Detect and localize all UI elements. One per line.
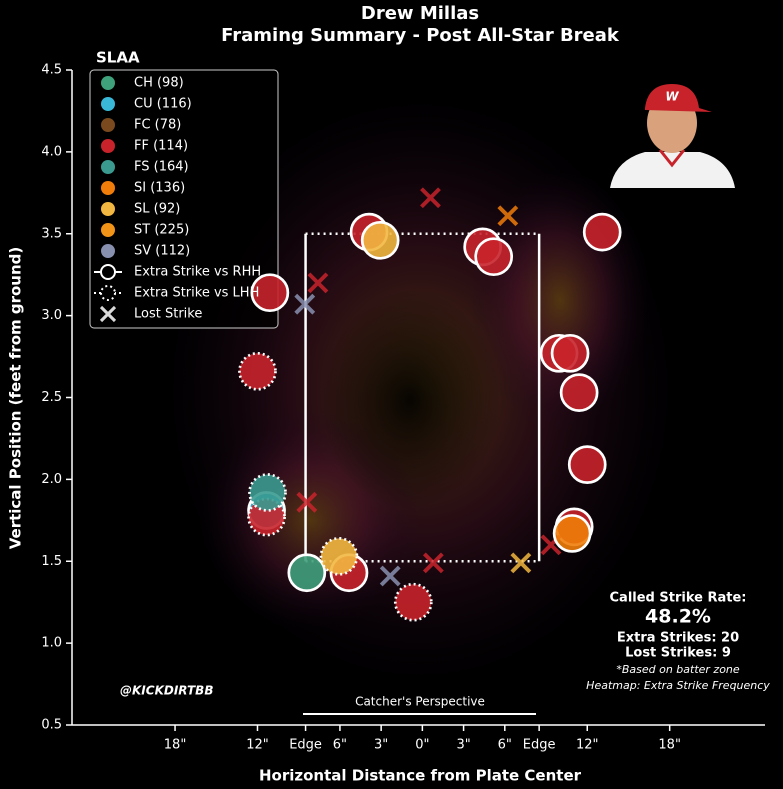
- x-tick-label: Edge: [289, 738, 322, 753]
- legend-label: FS (164): [134, 160, 189, 175]
- legend-swatch: [101, 76, 115, 90]
- cap: [645, 84, 712, 112]
- legend-label: FF (114): [134, 139, 188, 154]
- jersey: [610, 152, 735, 188]
- extra-strike-rhh: [474, 237, 514, 277]
- extra-strike-rhh: [559, 373, 599, 412]
- lost-strike: [99, 305, 117, 323]
- y-tick-label: 3.0: [41, 308, 62, 323]
- x-tick-label: 18": [658, 738, 681, 753]
- y-tick-label: 2.0: [41, 472, 62, 487]
- lost-strike: [422, 552, 444, 574]
- note: *Based on batter zone: [616, 663, 740, 676]
- note: Heatmap: Extra Strike Frequency: [586, 679, 770, 692]
- legend-swatch: [101, 244, 115, 258]
- heat-hole: [320, 290, 500, 510]
- rate-value: 48.2%: [645, 606, 711, 628]
- extra-strike-rhh: [550, 333, 590, 373]
- x-tick-label: 3": [374, 738, 388, 753]
- legend-swatch: [101, 202, 115, 216]
- y-axis-label: Vertical Position (feet from ground): [7, 247, 25, 550]
- collar: [658, 149, 686, 168]
- x-tick-label: Edge: [523, 738, 556, 753]
- y-tick-label: 2.5: [41, 390, 62, 405]
- extra-strike-rhh: [582, 212, 622, 252]
- chart-title: Drew Millas: [361, 3, 479, 24]
- extra-strike-rhh: [250, 273, 290, 313]
- legend-box: [89, 69, 279, 329]
- legend-label: SL (92): [134, 202, 180, 217]
- cap-logo: W: [665, 90, 679, 104]
- legend-label: CU (116): [134, 97, 192, 112]
- lost-strike: [510, 552, 532, 574]
- legend-swatch: [101, 118, 115, 132]
- legend-label: FC (78): [134, 118, 181, 133]
- chart-subtitle: Framing Summary - Post All-Star Break: [221, 25, 620, 46]
- x-tick-label: 3": [456, 738, 470, 753]
- x-tick-label: 18": [164, 738, 187, 753]
- lost-strike: [379, 565, 401, 587]
- x-tick-label: 6": [498, 738, 512, 753]
- y-tick-label: 1.5: [41, 554, 62, 569]
- y-tick-label: 1.0: [41, 636, 62, 651]
- legend-swatch: [100, 264, 116, 280]
- lost-strike: [420, 187, 441, 209]
- x-tick-label: 0": [415, 738, 429, 753]
- legend-label: SV (112): [134, 244, 190, 259]
- legend-swatch: [100, 285, 116, 301]
- rate-label: Called Strike Rate:: [610, 591, 747, 606]
- x-tick-label: 12": [576, 738, 599, 753]
- handle: @KICKDIRTBB: [120, 684, 213, 698]
- legend-label: CH (98): [134, 76, 184, 91]
- points: [238, 187, 622, 622]
- extra-strike-lhh: [319, 536, 359, 576]
- extra-strike-rhh: [552, 514, 592, 553]
- lost-strike: [307, 272, 329, 294]
- y-tick-label: 0.5: [41, 718, 62, 733]
- legend-label: Extra Strike vs RHH: [134, 265, 261, 280]
- x-axis-label: Horizontal Distance from Plate Center: [259, 767, 582, 785]
- extra-strike-lhh: [238, 351, 277, 391]
- extra-strike-rhh: [567, 445, 607, 484]
- legend-swatch: [101, 160, 115, 174]
- lost-strike: [294, 293, 316, 315]
- legend-label: ST (225): [134, 223, 189, 238]
- extra-strike-rhh: [360, 220, 400, 260]
- extra-strike-lhh: [248, 473, 287, 512]
- lost-strike: [296, 491, 318, 513]
- legend-label: Extra Strike vs LHH: [134, 286, 259, 301]
- x-tick-label: 6": [333, 738, 347, 753]
- player-photo: W: [608, 80, 736, 188]
- lost-strike: [497, 205, 519, 227]
- y-tick-label: 3.5: [41, 226, 62, 241]
- extra-strikes: Extra Strikes: 20: [617, 631, 739, 646]
- x-tick-label: 12": [246, 738, 269, 753]
- legend-swatch: [101, 181, 115, 195]
- extra-strike-rhh: [287, 553, 327, 593]
- legend-swatch: [101, 97, 115, 111]
- legend-label: SI (136): [134, 181, 185, 196]
- legend: CH (98) CU (116) FC (78) FF (114) FS (164) SI…: [94, 76, 261, 323]
- legend-swatch: [101, 139, 115, 153]
- legend-title: SLAA: [96, 49, 140, 67]
- lost-strikes: Lost Strikes: 9: [625, 646, 731, 661]
- perspective-label: Catcher's Perspective: [355, 695, 485, 709]
- y-tick-label: 4.5: [41, 63, 62, 78]
- y-tick-label: 4.0: [41, 144, 62, 159]
- legend-swatch: [101, 223, 115, 237]
- legend-label: Lost Strike: [134, 307, 202, 322]
- extra-strike-lhh: [393, 582, 433, 622]
